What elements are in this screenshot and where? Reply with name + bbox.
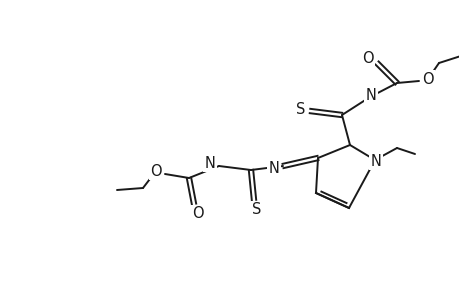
Text: N: N [365, 88, 375, 103]
Text: N: N [204, 155, 215, 170]
Text: N: N [268, 160, 279, 175]
Text: O: O [150, 164, 162, 178]
Text: S: S [252, 202, 261, 217]
Text: O: O [192, 206, 203, 221]
Text: O: O [361, 50, 373, 65]
Text: O: O [421, 71, 433, 86]
Text: S: S [296, 101, 305, 116]
Text: N: N [370, 154, 381, 169]
